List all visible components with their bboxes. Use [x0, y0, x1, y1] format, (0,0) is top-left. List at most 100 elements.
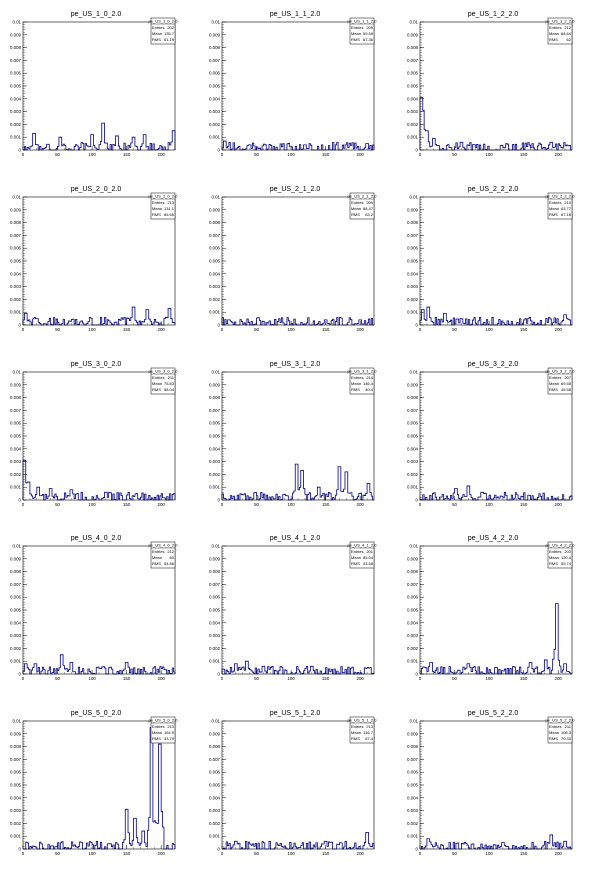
stats-name: pe_US_3_2_2.0: [546, 369, 576, 374]
y-tick-label: 0.009: [407, 207, 419, 212]
stats-rms-label: RMS: [152, 212, 161, 217]
stats-rms-label: RMS: [351, 37, 360, 42]
stats-rms-label: RMS: [351, 212, 360, 217]
y-tick-label: 0.005: [10, 608, 22, 613]
panel-title: pe_US_3_0_2.0: [71, 361, 122, 368]
histogram-panel: pe_US_1_2_2.0 0 0.001 0.002 0.003 0.004 0.005 0…: [407, 11, 575, 157]
y-tick-label: 0.001: [10, 485, 22, 490]
stats-mean-value: 63.77: [561, 206, 572, 211]
y-tick-label: 0.008: [10, 744, 22, 749]
histogram-panel: pe_US_3_2_2.0 0 0.001 0.002 0.003 0.004 0.005 0…: [407, 361, 575, 507]
y-tick-label: 0.003: [209, 808, 221, 813]
x-tick-label: 200: [555, 327, 563, 332]
y-tick-label: 0: [416, 148, 419, 153]
y-tick-label: 0.001: [407, 135, 419, 140]
histogram-panel: pe_US_2_1_2.0 0 0.001 0.002 0.003 0.004 0.005 0…: [209, 186, 377, 332]
x-tick-label: 100: [287, 502, 295, 507]
stats-mean-value: 68.64: [561, 31, 572, 36]
plot-frame: [419, 720, 573, 850]
plot-frame: [419, 21, 573, 151]
y-tick-label: 0.005: [407, 783, 419, 788]
y-tick-label: 0.01: [409, 195, 418, 200]
stats-name: pe_US_2_0_2.0: [149, 194, 179, 199]
y-tick-label: 0.008: [209, 744, 221, 749]
stats-box-frame: [349, 367, 375, 395]
y-tick-label: 0.008: [407, 744, 419, 749]
panel-title: pe_US_5_2_2.0: [468, 710, 519, 717]
stats-name: pe_US_1_1_2.0: [348, 19, 378, 24]
y-tick-label: 0.002: [407, 646, 419, 651]
histogram-line: [221, 660, 375, 675]
y-tick-label: 0.001: [407, 485, 419, 490]
y-tick-label: 0.006: [10, 71, 22, 76]
x-tick-label: 50: [452, 502, 457, 507]
y-tick-label: 0.009: [209, 32, 221, 37]
y-tick-label: 0.007: [209, 757, 221, 762]
y-tick-label: 0.009: [209, 382, 221, 387]
stats-entries-value: 207: [564, 375, 571, 380]
stats-entries-label: Entries: [351, 724, 363, 729]
x-tick-label: 100: [485, 676, 493, 681]
histogram-line: [221, 317, 374, 326]
panel-title: pe_US_2_1_2.0: [270, 186, 321, 193]
x-tick-label: 150: [520, 676, 528, 681]
y-tick-label: 0.002: [10, 297, 22, 302]
y-tick-label: 0: [416, 323, 419, 328]
x-tick-label: 200: [555, 851, 563, 856]
plot-frame: [22, 21, 176, 151]
stats-rms-value: 70.33: [561, 736, 572, 741]
histogram-panel: pe_US_4_1_2.0 0 0.001 0.002 0.003 0.004 0.005 0…: [209, 535, 377, 681]
stats-entries-label: Entries: [152, 200, 164, 205]
histogram-panel: pe_US_1_1_2.0 0 0.001 0.002 0.003 0.004 0.005 0…: [209, 11, 377, 157]
x-tick-label: 50: [452, 851, 457, 856]
plot-frame: [22, 196, 176, 326]
stats-rms-label: RMS: [549, 561, 558, 566]
x-tick-label: 150: [322, 327, 330, 332]
stats-entries-value: 211: [565, 724, 572, 729]
y-tick-label: 0.007: [407, 582, 419, 587]
stats-rms-value: 65.65: [164, 212, 175, 217]
histogram-panel: pe_US_4_0_2.0 0 0.001 0.002 0.003 0.004 0.005 0…: [10, 535, 178, 681]
histogram-line: [221, 140, 375, 151]
x-tick-label: 50: [254, 502, 259, 507]
y-tick-label: 0.005: [407, 434, 419, 439]
x-tick-label: 100: [88, 152, 96, 157]
stats-mean-value: 120.4: [561, 555, 572, 560]
stats-box-frame: [547, 367, 573, 395]
x-tick-label: 50: [55, 327, 60, 332]
stats-rms-value: 59.74: [561, 561, 572, 566]
stats-box-frame: [349, 541, 375, 569]
stats-entries-value: 212: [167, 549, 174, 554]
stats-box-frame: [547, 17, 573, 45]
stats-entries-value: 213: [366, 724, 373, 729]
y-tick-label: 0.006: [407, 595, 419, 600]
y-tick-label: 0.006: [209, 246, 221, 251]
stats-mean-label: Mean: [549, 555, 559, 560]
y-tick-label: 0.003: [10, 109, 22, 114]
stats-entries-value: 213: [167, 200, 174, 205]
stats-mean-label: Mean: [549, 206, 559, 211]
stats-rms-label: RMS: [351, 561, 360, 566]
stats-rms-value: 67.36: [363, 37, 374, 42]
y-tick-label: 0.002: [209, 646, 221, 651]
y-tick-label: 0.009: [209, 207, 221, 212]
histogram-panel: pe_US_5_1_2.0 0 0.001 0.002 0.003 0.004 0.005 0…: [209, 710, 377, 856]
x-tick-label: 0: [22, 152, 25, 157]
x-tick-label: 0: [22, 327, 25, 332]
histogram-line: [23, 727, 176, 850]
stats-mean-label: Mean: [351, 555, 361, 560]
stats-mean-label: Mean: [549, 31, 559, 36]
y-tick-label: 0.01: [211, 719, 220, 724]
y-tick-label: 0.003: [10, 284, 22, 289]
x-tick-label: 100: [287, 851, 295, 856]
stats-entries-value: 210: [564, 200, 571, 205]
y-tick-label: 0.002: [407, 297, 419, 302]
y-tick-label: 0.003: [10, 459, 22, 464]
y-tick-label: 0.005: [407, 84, 419, 89]
stats-box-frame: [150, 17, 176, 45]
x-tick-label: 150: [123, 851, 131, 856]
